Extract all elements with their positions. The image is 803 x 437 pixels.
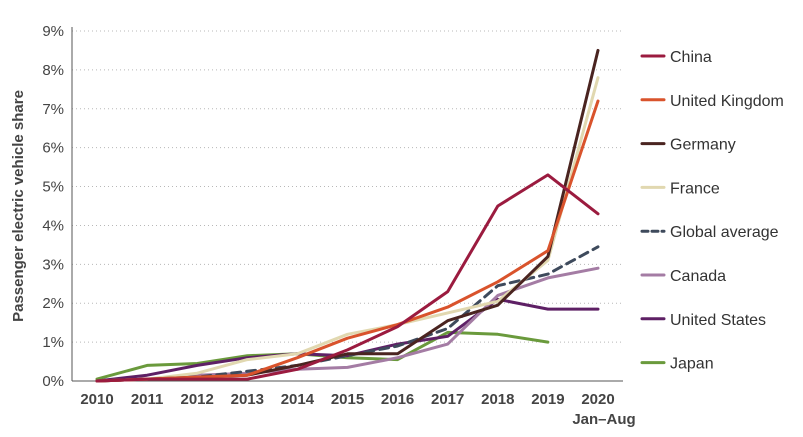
y-axis-label: Passenger electric vehicle share	[10, 90, 27, 322]
y-tick-label: 7%	[42, 101, 64, 118]
legend-label: France	[670, 180, 720, 197]
series-line-germany	[95, 48, 600, 383]
y-tick-labels: 0% 1% 2% 3% 4% 5% 6% 7% 8% 9%	[42, 23, 64, 390]
y-tick-label: 4%	[42, 217, 64, 234]
y-tick-label: 0%	[42, 373, 64, 390]
x-tick-label: 2013	[231, 391, 264, 408]
y-tick-label: 8%	[42, 62, 64, 79]
y-tick-label: 1%	[42, 334, 64, 351]
y-tick-label: 9%	[42, 23, 64, 40]
x-tick-label: 2014	[281, 391, 315, 408]
legend-label: United Kingdom	[670, 93, 784, 110]
x-tick-label: 2019	[531, 391, 564, 408]
x-tick-label: 2017	[431, 391, 464, 408]
x-tick-label: 2018	[481, 391, 514, 408]
legend-label: China	[670, 49, 712, 66]
y-tick-label: 3%	[42, 256, 64, 273]
x-tick-label: 2016	[381, 391, 414, 408]
x-tick-sublabel: Jan–Aug	[572, 411, 635, 428]
y-tick-label: 6%	[42, 140, 64, 157]
x-tick-label: 2010	[80, 391, 113, 408]
legend-label: Canada	[670, 268, 726, 285]
gridlines	[72, 30, 623, 343]
y-tick-label: 2%	[42, 295, 64, 312]
x-tick-label: 2011	[131, 391, 164, 408]
legend-label: Global average	[670, 224, 779, 241]
legend-label: Germany	[670, 137, 736, 154]
x-tick-label: 2012	[181, 391, 214, 408]
x-tick-label: 2020	[581, 391, 614, 408]
legend-label: Japan	[670, 356, 714, 373]
series-line-united-states	[95, 297, 600, 383]
x-tick-labels: 2010 2011 2012 2013 2014 2015 2016 2017 2018 2019…	[80, 391, 635, 428]
x-tick-label: 2015	[331, 391, 364, 408]
y-tick-label: 5%	[42, 179, 64, 196]
series-line-china	[95, 173, 600, 383]
series-line-france	[95, 76, 600, 383]
legend-label: United States	[670, 312, 766, 329]
legend: China United Kingdom Germany France Global a…	[640, 49, 784, 373]
series-lines	[95, 48, 600, 383]
